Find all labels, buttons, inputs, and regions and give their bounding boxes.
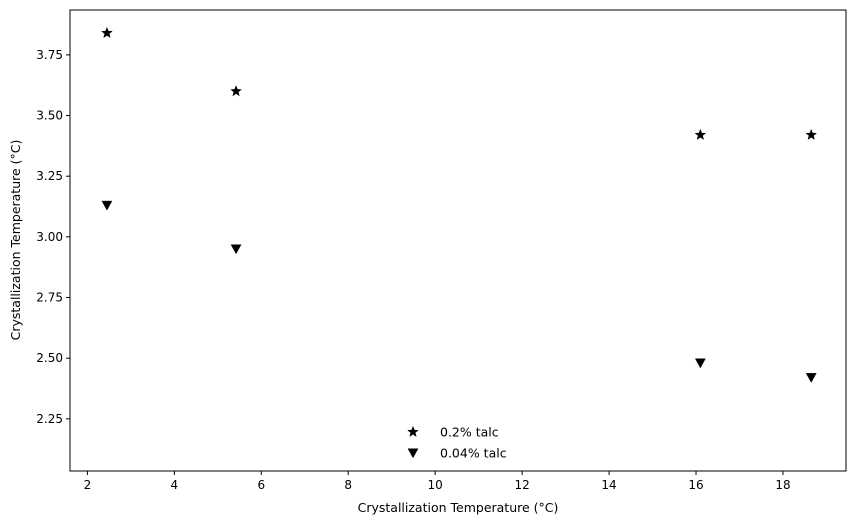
legend-label: 0.04% talc [440, 446, 507, 461]
y-axis-label: Crystallization Temperature (°C) [8, 140, 23, 341]
legend-marker [407, 425, 419, 438]
x-tick-label: 2 [84, 478, 92, 492]
plot-area [69, 9, 847, 472]
x-tick-label: 10 [428, 478, 443, 492]
x-tick-label: 8 [344, 478, 352, 492]
y-axis-ticks: 2.25 2.50 2.75 3.00 3.25 3.50 3.75 [36, 48, 70, 426]
x-tick-label: 4 [171, 478, 179, 492]
x-axis-label: Crystallization Temperature (°C) [358, 500, 559, 515]
y-tick-label: 3.25 [36, 169, 63, 183]
x-tick-label: 6 [257, 478, 265, 492]
x-tick-label: 14 [601, 478, 616, 492]
x-tick-label: 12 [514, 478, 529, 492]
star-point [694, 128, 707, 140]
y-tick-label: 3.00 [36, 230, 63, 244]
triangle-point [694, 358, 706, 369]
triangle-point [101, 200, 113, 211]
triangle-point [230, 244, 242, 255]
y-tick-label: 3.50 [36, 109, 63, 123]
legend: 0.2% talc 0.04% talc [407, 425, 507, 461]
y-tick-label: 3.75 [36, 48, 63, 62]
x-tick-label: 16 [688, 478, 703, 492]
y-tick-label: 2.25 [36, 412, 63, 426]
star-point [805, 128, 818, 140]
y-tick-label: 2.50 [36, 351, 63, 365]
legend-marker [407, 448, 419, 459]
star-point [101, 26, 113, 39]
data-points [101, 26, 818, 383]
y-tick-label: 2.75 [36, 291, 63, 305]
x-tick-label: 18 [775, 478, 790, 492]
star-point [230, 85, 242, 97]
x-axis-ticks: 2 4 6 8 10 12 14 16 18 [84, 471, 791, 492]
legend-label: 0.2% talc [440, 425, 499, 440]
triangle-point [805, 373, 817, 383]
